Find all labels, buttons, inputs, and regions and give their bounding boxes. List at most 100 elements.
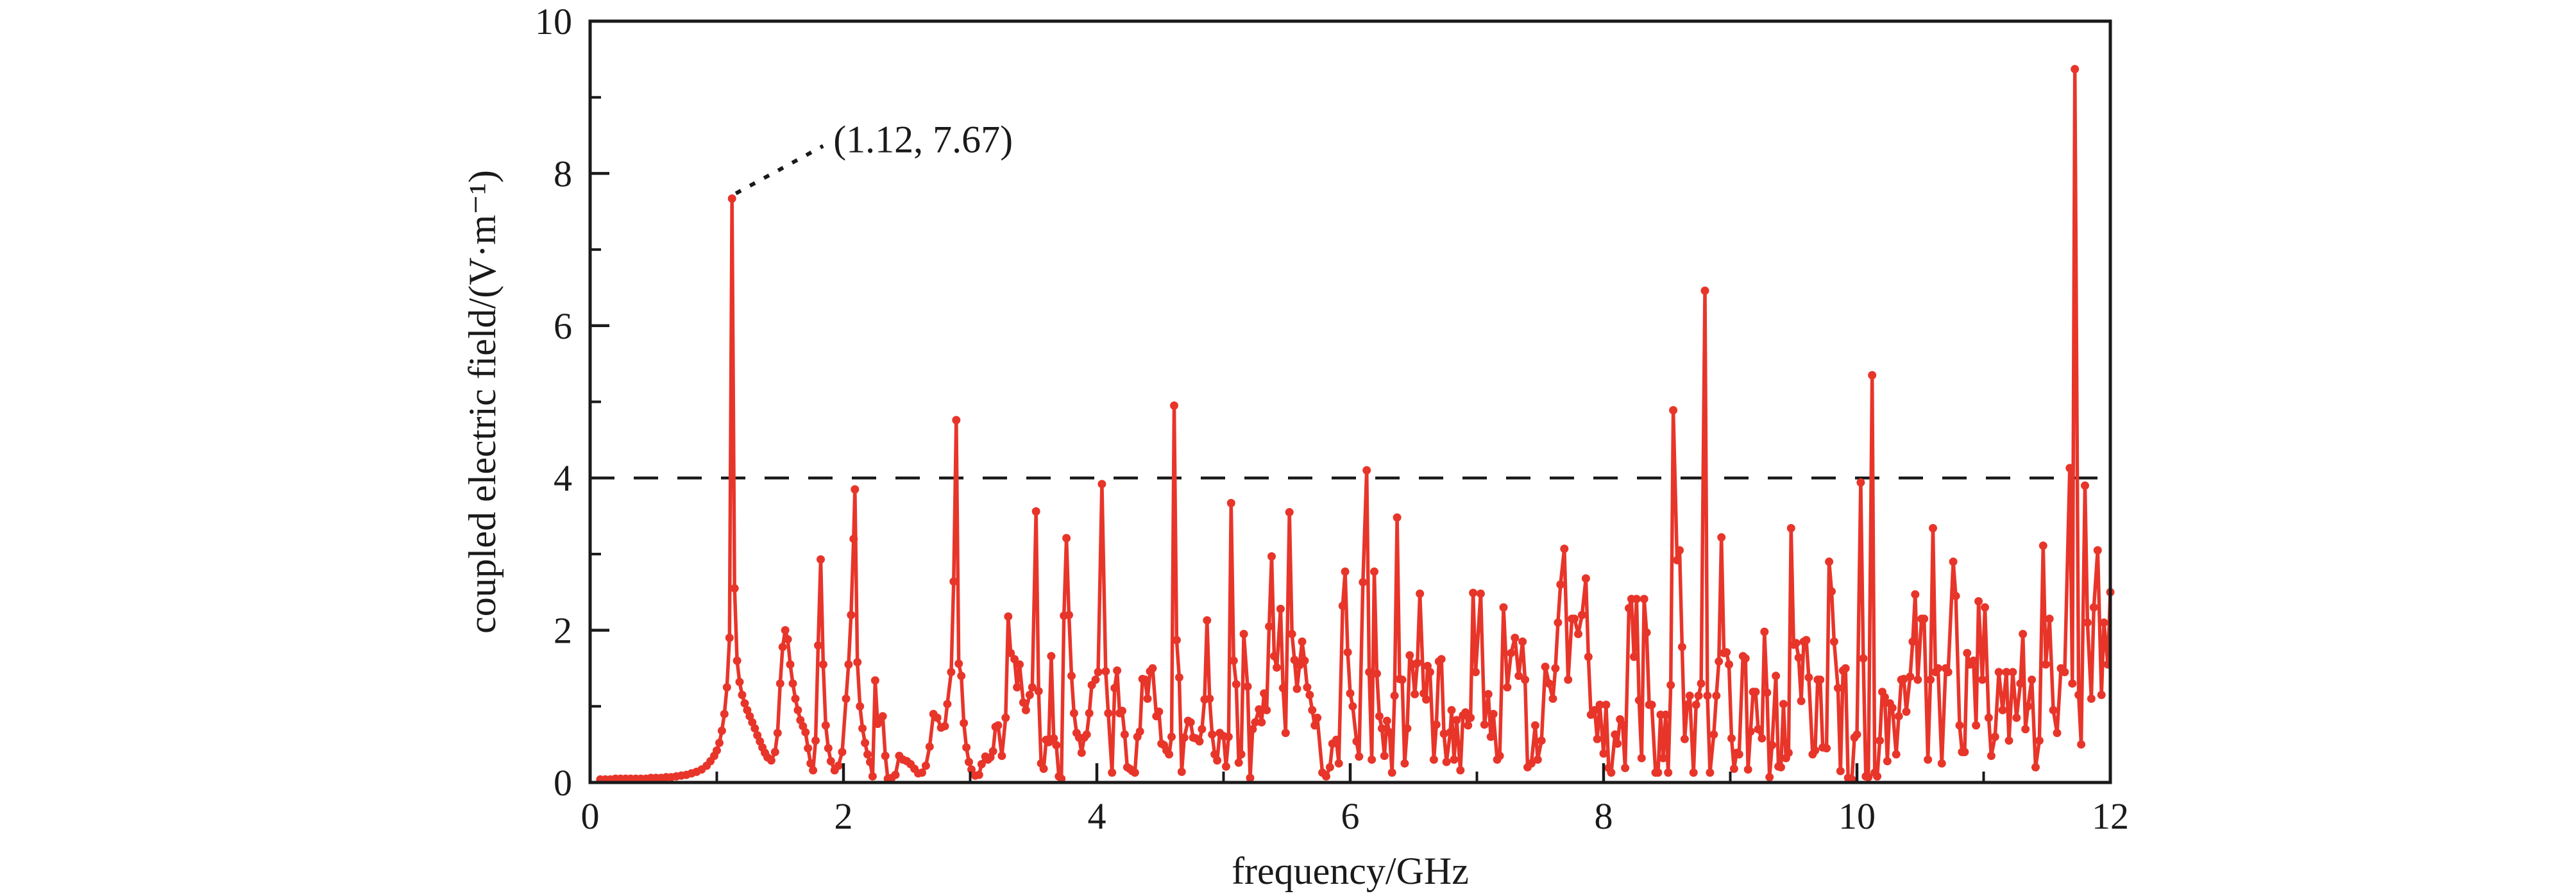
data-point (1262, 706, 1271, 714)
data-point (849, 534, 858, 543)
data-point (1661, 710, 1670, 719)
data-point (1270, 652, 1278, 661)
data-point (1548, 694, 1557, 703)
data-point (1480, 720, 1489, 729)
data-point (994, 721, 1003, 730)
data-point (1067, 672, 1076, 680)
data-point (1004, 612, 1013, 621)
data-point (1763, 688, 1772, 697)
data-point (715, 738, 724, 747)
data-point (1348, 702, 1357, 711)
data-point (1308, 706, 1317, 714)
data-point (781, 626, 790, 635)
data-point (870, 676, 879, 685)
data-point (1429, 755, 1438, 764)
data-point (826, 757, 835, 766)
data-point (1691, 700, 1700, 709)
data-point (824, 744, 833, 753)
data-point (1248, 725, 1257, 734)
data-point (1091, 675, 1100, 684)
data-point (770, 748, 779, 756)
data-point (1013, 683, 1022, 692)
data-point (1951, 591, 1960, 600)
data-point (1685, 691, 1694, 700)
data-point (1607, 768, 1616, 777)
x-tick-label: 4 (1088, 795, 1106, 837)
data-point (791, 694, 800, 703)
data-point (1177, 767, 1186, 776)
data-point (1094, 668, 1103, 677)
data-point (1913, 675, 1922, 684)
data-point (1955, 721, 1964, 730)
data-point (1224, 732, 1233, 741)
data-point (1229, 656, 1238, 665)
data-point (1998, 706, 2007, 714)
data-point (1447, 706, 1456, 714)
data-point (1960, 748, 1969, 756)
data-point (1234, 758, 1243, 767)
data-point (947, 668, 956, 677)
data-point (1281, 729, 1290, 738)
data-point (1382, 716, 1391, 725)
data-point (2008, 668, 2017, 677)
data-point (1110, 684, 1119, 693)
data-point (1556, 580, 1565, 589)
data-point (1273, 663, 1281, 672)
data-point (1031, 507, 1040, 516)
data-point (1593, 734, 1602, 743)
data-series (596, 65, 2115, 784)
data-point (1841, 664, 1850, 673)
data-point (1621, 763, 1630, 772)
data-point (1680, 734, 1689, 743)
y-tick-label: 4 (554, 457, 572, 499)
data-point (2045, 614, 2054, 623)
data-point (1822, 744, 1831, 753)
data-point (1452, 716, 1461, 725)
data-point (1118, 706, 1126, 715)
data-point (1933, 664, 1942, 673)
data-point (1226, 498, 1235, 507)
data-point (1205, 694, 1214, 703)
data-point (1892, 750, 1901, 759)
data-point (1816, 675, 1825, 684)
data-point (1450, 755, 1459, 764)
series-line (598, 67, 2112, 782)
data-point (1929, 524, 1937, 532)
data-point (775, 679, 784, 688)
data-point (863, 750, 872, 759)
data-point (1640, 595, 1648, 604)
data-point (1313, 713, 1322, 722)
data-point (1239, 630, 1248, 638)
data-point (1108, 768, 1117, 777)
data-point (1811, 746, 1820, 755)
data-point (1963, 648, 1972, 657)
data-point (1786, 524, 1795, 532)
data-point (1994, 668, 2003, 677)
data-point (806, 759, 815, 768)
data-point (1346, 689, 1355, 698)
data-point (1446, 728, 1455, 737)
y-tick-label: 10 (535, 1, 572, 42)
data-point (1251, 718, 1260, 727)
data-point (974, 770, 983, 779)
data-point (1700, 286, 1709, 295)
data-point (940, 722, 949, 731)
x-axis-title: frequency/GHz (1232, 850, 1469, 892)
data-point (891, 770, 900, 779)
data-point (1439, 729, 1448, 738)
data-point (1464, 721, 1473, 730)
data-point (1894, 712, 1903, 721)
data-point (2087, 694, 2096, 703)
data-point (1113, 666, 1122, 675)
data-point (1489, 709, 1498, 718)
data-point (1267, 552, 1276, 561)
data-point (2038, 541, 2047, 550)
data-point (1590, 706, 1599, 714)
data-point (1647, 700, 1656, 709)
data-point (1484, 689, 1493, 698)
data-point (1334, 759, 1343, 768)
data-point (1377, 724, 1386, 733)
data-point (1937, 759, 1946, 768)
data-point (1727, 734, 1736, 743)
data-point (1359, 578, 1368, 587)
